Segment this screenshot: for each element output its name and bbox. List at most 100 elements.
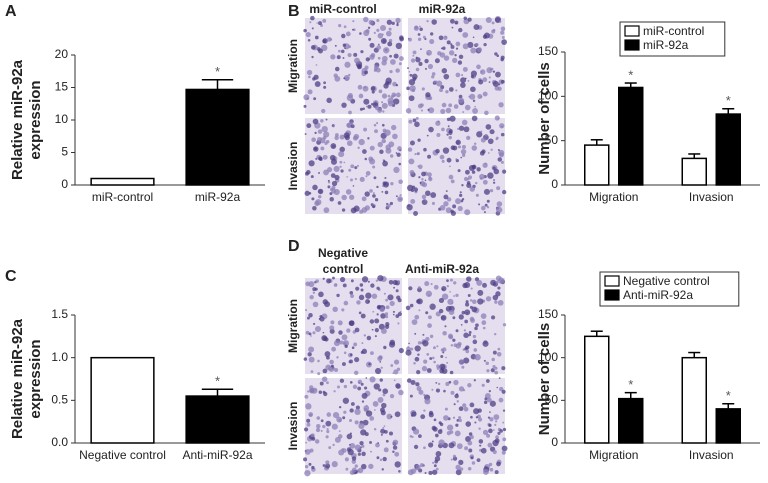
cell-dot: [390, 181, 394, 186]
cell-dot: [482, 326, 486, 330]
cell-dot: [489, 189, 494, 193]
cell-dot: [407, 67, 409, 70]
cell-dot: [479, 69, 486, 75]
cell-dot: [436, 364, 440, 368]
cell-dot: [443, 73, 450, 80]
cell-dot: [343, 342, 347, 345]
cell-dot: [475, 416, 479, 419]
cell-dot: [377, 56, 381, 60]
cell-dot: [361, 196, 367, 202]
cell-dot: [378, 43, 380, 46]
cell-dot: [352, 28, 354, 31]
cell-dot: [419, 463, 424, 468]
cell-dot: [420, 109, 423, 112]
cell-dot: [460, 148, 467, 155]
cell-dot: [478, 203, 481, 206]
cell-dot: [344, 344, 348, 348]
cell-dot: [415, 382, 420, 387]
cell-dot: [483, 43, 487, 47]
cell-dot: [338, 151, 345, 158]
cell-dot: [368, 37, 372, 41]
cell-dot: [486, 397, 492, 403]
legend-swatch: [624, 39, 640, 51]
cell-dot: [429, 39, 435, 45]
cell-dot: [332, 306, 338, 313]
cell-dot: [492, 70, 496, 73]
cell-dot: [473, 408, 480, 415]
cell-dot: [421, 365, 428, 372]
cell-dot: [411, 435, 414, 439]
cell-dot: [467, 80, 470, 82]
cell-dot: [465, 300, 469, 304]
cell-dot: [488, 462, 493, 467]
cell-dot: [334, 44, 337, 47]
cell-dot: [409, 303, 414, 308]
cell-dot: [348, 419, 353, 423]
cell-dot: [490, 368, 495, 373]
cell-dot: [362, 149, 367, 154]
cell-dot: [422, 333, 425, 336]
cell-dot: [358, 138, 365, 146]
x-tick-label: Invasion: [689, 190, 734, 204]
cell-dot: [330, 364, 334, 368]
cell-dot: [383, 447, 389, 453]
cell-dot: [433, 464, 437, 468]
cell-dot: [446, 117, 451, 122]
cell-dot: [334, 75, 341, 82]
cell-dot: [440, 47, 443, 50]
cell-dot: [473, 348, 478, 352]
cell-dot: [417, 353, 420, 356]
bar: [618, 86, 644, 186]
cell-dot: [427, 154, 432, 159]
cell-dot: [374, 367, 382, 375]
cell-dot: [474, 326, 478, 331]
cell-dot: [502, 427, 507, 432]
cell-dot: [380, 313, 386, 319]
cell-dot: [343, 161, 346, 164]
cell-dot: [393, 369, 399, 375]
cell-dot: [471, 170, 476, 174]
cell-dot: [424, 281, 430, 287]
cell-dot: [458, 418, 462, 423]
cell-dot: [425, 190, 431, 197]
cell-dot: [480, 313, 487, 319]
cell-dot: [457, 60, 463, 65]
cell-dot: [480, 95, 483, 98]
cell-dot: [329, 192, 333, 196]
cell-dot: [305, 309, 308, 312]
cell-dot: [327, 185, 331, 189]
cell-dot: [470, 456, 474, 460]
cell-dot: [344, 47, 346, 49]
cell-dot: [424, 179, 427, 182]
cell-dot: [492, 449, 497, 455]
cell-dot: [448, 335, 454, 340]
cell-dot: [380, 433, 383, 436]
cell-dot: [481, 205, 486, 211]
cell-dot: [437, 51, 442, 56]
cell-dot: [383, 47, 390, 54]
cell-dot: [354, 420, 359, 425]
cell-dot: [367, 26, 371, 30]
cell-dot: [369, 145, 375, 151]
cell-dot: [408, 78, 416, 86]
cell-dot: [330, 158, 337, 165]
cell-dot: [449, 18, 455, 24]
cell-dot: [461, 153, 466, 157]
cell-dot: [439, 154, 445, 160]
cell-dot: [460, 156, 463, 159]
cell-dot: [359, 441, 364, 446]
cell-dot: [398, 389, 404, 396]
cell-dot: [309, 294, 314, 300]
cell-dot: [309, 385, 314, 390]
cell-dot: [498, 377, 501, 379]
cell-dot: [361, 392, 368, 399]
cell-dot: [497, 286, 501, 290]
cell-dot: [303, 94, 310, 101]
cell-dot: [385, 439, 389, 443]
cell-dot: [435, 148, 440, 154]
cell-dot: [376, 18, 380, 23]
cell-dot: [476, 64, 481, 70]
cell-dot: [487, 416, 491, 419]
cell-dot: [356, 164, 360, 167]
cell-dot: [363, 30, 370, 37]
